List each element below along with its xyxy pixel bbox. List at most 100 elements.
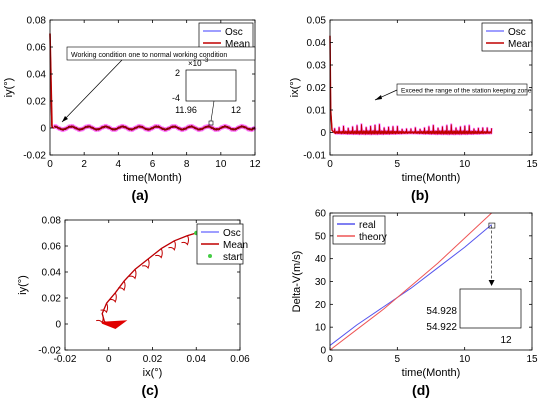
legend-entry: theory	[359, 232, 387, 243]
y-tick-label: 40	[315, 254, 327, 265]
inset-y-tick: -4	[172, 93, 180, 103]
inset-exponent-power: -3	[203, 58, 209, 64]
x-tick-label: 5	[395, 159, 401, 170]
series-line-osc	[101, 232, 197, 325]
y-tick-label: 0.02	[27, 97, 47, 108]
zoom-arrowhead	[488, 280, 495, 286]
legend-entry: start	[223, 252, 243, 263]
y-tick-label: 0.05	[307, 16, 327, 27]
y-tick-label: -0.02	[38, 346, 61, 357]
y-tick-label: 30	[315, 277, 327, 288]
inset-frame	[459, 288, 522, 329]
x-axis-label: time(Month)	[123, 172, 182, 184]
mean-oscillation-line	[333, 124, 493, 135]
y-tick-label: -0.02	[23, 151, 46, 162]
x-tick-label: 15	[526, 354, 538, 365]
y-tick-label: 0	[40, 124, 46, 135]
y-tick-label: 0	[320, 128, 326, 139]
legend-box	[198, 22, 254, 52]
x-tick-label: 6	[150, 159, 156, 170]
x-tick-label: -0.02	[54, 354, 77, 365]
inset-frame	[185, 69, 237, 102]
x-tick-label: 5	[395, 354, 401, 365]
y-tick-label: 0	[55, 320, 61, 331]
x-tick-label: 10	[459, 159, 471, 170]
annotation-text: Working condition one to normal working …	[71, 52, 227, 59]
y-axis-label: iy(°)	[3, 78, 15, 98]
y-tick-label: 0.04	[42, 268, 62, 279]
panel-caption: (c)	[141, 382, 158, 398]
series-line-mean	[101, 232, 197, 325]
y-tick-label: 0.08	[27, 16, 47, 27]
inset-y-tick: 54.928	[426, 306, 457, 317]
x-tick-label: 0.04	[187, 354, 207, 365]
series-line-real	[329, 224, 492, 346]
final-cluster	[101, 320, 128, 330]
annotation-arrowhead	[375, 95, 382, 100]
y-tick-label: -0.01	[303, 151, 326, 162]
y-tick-label: 10	[315, 323, 327, 334]
x-tick-label: 10	[459, 354, 471, 365]
y-axis-label: Delta-V(m/s)	[291, 251, 303, 313]
x-tick-label: 0	[327, 354, 333, 365]
legend-entry: Mean	[508, 39, 533, 50]
zoom-connector	[210, 100, 215, 122]
y-tick-label: 0	[320, 346, 326, 357]
y-tick-label: 0.08	[42, 216, 62, 227]
annotation-arrow	[61, 59, 123, 123]
y-axis-label: ix(°)	[289, 78, 301, 98]
inset-y-tick: 54.922	[426, 322, 457, 333]
inset-x-tick: 12	[500, 335, 512, 346]
inset-exponent: ×10	[188, 59, 202, 68]
y-tick-label: 0.02	[42, 294, 62, 305]
legend-entry: Osc	[225, 27, 243, 38]
orbit-cusp	[117, 280, 126, 292]
legend-entry: Osc	[223, 228, 241, 239]
panel-caption: (a)	[131, 187, 148, 203]
legend-entry: Osc	[508, 27, 526, 38]
x-tick-label: 0	[47, 159, 53, 170]
orbit-cusp	[128, 269, 137, 280]
x-tick-label: 0	[327, 159, 333, 170]
x-tick-label: 0	[106, 354, 112, 365]
y-tick-label: 0.03	[307, 61, 327, 72]
y-tick-label: 60	[315, 209, 327, 220]
inset-x-tick: 12	[231, 105, 241, 115]
y-tick-label: 20	[315, 300, 327, 311]
y-axis-label: iy(°)	[17, 275, 29, 295]
x-tick-label: 0.02	[143, 354, 163, 365]
y-tick-label: 50	[315, 231, 327, 242]
x-axis-label: time(Month)	[402, 367, 461, 379]
y-tick-label: 0.04	[307, 38, 327, 49]
x-tick-label: 8	[184, 159, 190, 170]
series-line-theory	[329, 212, 492, 351]
initial-spike	[329, 35, 335, 134]
legend-box	[481, 22, 533, 52]
inset-x-tick: 11.96	[175, 105, 197, 115]
panel-caption: (d)	[412, 382, 430, 398]
x-tick-label: 0.06	[230, 354, 250, 365]
inset-y-tick: 2	[175, 68, 180, 78]
orbit-cusp	[155, 248, 163, 259]
orbit-cusp	[109, 292, 117, 303]
x-tick-label: 15	[526, 159, 538, 170]
x-tick-label: 2	[81, 159, 87, 170]
annotation-text: Exceed the range of the station keeping …	[401, 88, 532, 95]
mean-oscillation-line	[53, 125, 256, 131]
x-tick-label: 12	[249, 159, 261, 170]
zoom-marker	[488, 222, 496, 229]
legend-marker	[208, 254, 212, 258]
legend-entry: Mean	[225, 39, 250, 50]
annotation-box	[396, 83, 528, 96]
orbit-cusp	[142, 258, 150, 270]
panel-caption: (b)	[411, 187, 429, 203]
y-tick-label: 0.06	[42, 242, 62, 253]
y-tick-label: 0.01	[307, 106, 327, 117]
x-axis-label: ix(°)	[143, 367, 163, 379]
x-tick-label: 10	[215, 159, 227, 170]
y-tick-label: 0.06	[27, 43, 47, 54]
x-tick-label: 4	[116, 159, 122, 170]
legend-entry: Mean	[223, 240, 248, 251]
annotation-arrowhead	[62, 116, 68, 122]
